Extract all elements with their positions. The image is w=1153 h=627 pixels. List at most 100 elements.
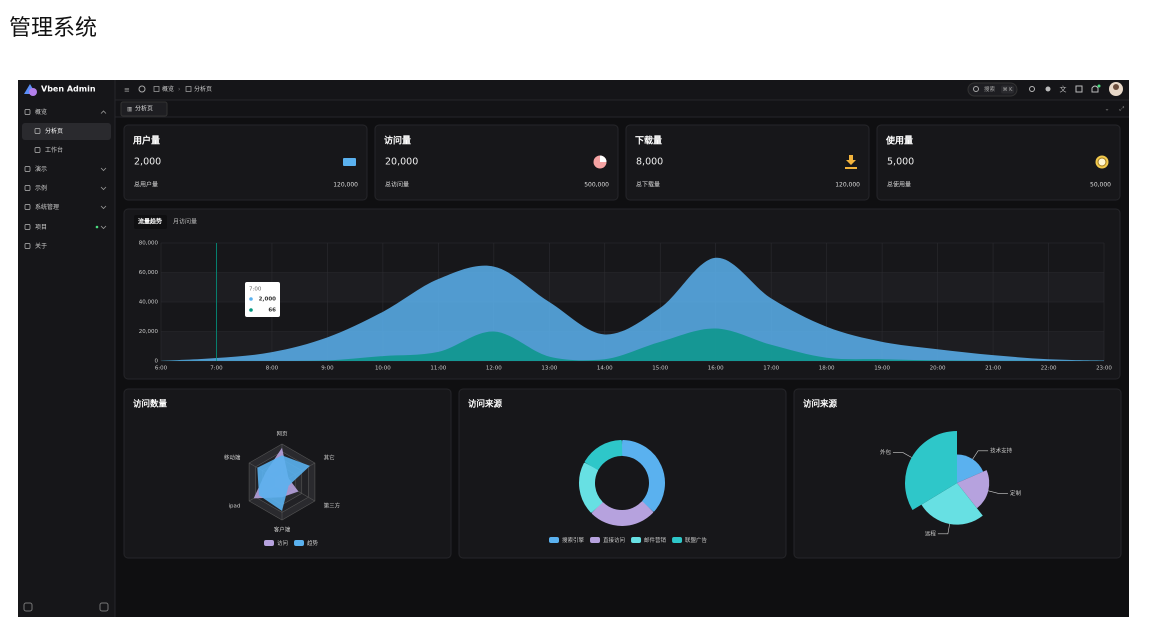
legend-label[interactable]: 搜索引擎 xyxy=(562,536,585,544)
radar-indicator: ipad xyxy=(229,504,241,510)
donut-slice xyxy=(591,501,654,526)
x-tick-label: 15:00 xyxy=(652,366,668,372)
logo-icon xyxy=(29,88,37,96)
x-tick-label: 11:00 xyxy=(430,366,446,372)
search-text: 搜索 xyxy=(984,85,996,93)
radar-series xyxy=(257,455,310,511)
theme-icon[interactable] xyxy=(1045,86,1051,92)
card-title: 下载量 xyxy=(635,135,662,147)
legend-label[interactable]: 直接访问 xyxy=(603,536,625,544)
chart-tab-active xyxy=(134,215,167,229)
card-footer: 总使用量 xyxy=(887,181,911,189)
slice-label: 远程 xyxy=(925,529,937,537)
card-total: 120,000 xyxy=(835,182,860,189)
x-tick-label: 9:00 xyxy=(321,366,334,372)
x-tick-label: 8:00 xyxy=(266,366,279,372)
slice-label: 定制 xyxy=(1010,489,1022,497)
card-footer: 总访问量 xyxy=(385,181,409,189)
card-icon xyxy=(600,155,607,162)
menu-icon xyxy=(34,128,41,134)
menu-item[interactable]: 关于 xyxy=(35,242,47,250)
settings-icon[interactable] xyxy=(1029,86,1035,92)
menu-item[interactable]: 演示 xyxy=(35,165,47,173)
fullscreen-icon[interactable] xyxy=(1075,85,1083,93)
x-tick-label: 17:00 xyxy=(763,366,779,372)
tab-more[interactable]: ⌄ xyxy=(1104,106,1109,113)
area-series xyxy=(161,328,1104,361)
menu-item[interactable]: 示例 xyxy=(35,184,47,192)
tab-max[interactable]: ⤢ xyxy=(1120,106,1125,113)
pin-button[interactable] xyxy=(99,602,109,612)
tab-icon: ▥ xyxy=(127,107,132,113)
tooltip-dot xyxy=(249,297,253,301)
menu-icon xyxy=(24,243,31,249)
menu-toggle[interactable]: ≡ xyxy=(124,86,130,94)
legend-swatch xyxy=(631,537,642,543)
logo-text: Vben Admin xyxy=(41,85,96,94)
crumb-icon xyxy=(153,86,160,92)
slice-label: 外包 xyxy=(880,448,892,456)
legend-swatch xyxy=(672,537,683,543)
x-tick-label: 16:00 xyxy=(708,366,724,372)
breadcrumb[interactable]: 概览 xyxy=(162,85,174,93)
legend-label[interactable]: 邮件营销 xyxy=(644,536,667,544)
card-value: 8,000 xyxy=(636,157,663,168)
card-title: 访问来源 xyxy=(468,399,503,410)
tooltip-value: 66 xyxy=(268,308,276,314)
tooltip-title: 7:00 xyxy=(249,287,262,293)
card-total: 500,000 xyxy=(584,182,609,189)
x-tick-label: 20:00 xyxy=(930,366,946,372)
donut-slice xyxy=(621,440,665,512)
tab[interactable] xyxy=(120,101,168,117)
page-title: 管理系统 xyxy=(9,16,97,41)
card-value: 20,000 xyxy=(385,157,418,168)
card-footer: 总用户量 xyxy=(134,181,158,189)
header xyxy=(115,80,1129,100)
menu-item[interactable]: 系统管理 xyxy=(35,203,59,211)
crumb-sep: › xyxy=(178,86,180,93)
x-tick-label: 6:00 xyxy=(155,366,168,372)
menu-chevron xyxy=(100,186,107,191)
language-icon[interactable]: 文 xyxy=(1060,85,1067,94)
legend-label[interactable]: 趋势 xyxy=(307,539,319,547)
notice-icon[interactable] xyxy=(1091,85,1099,93)
radar-indicator: 网页 xyxy=(276,431,288,438)
card-footer: 总下载量 xyxy=(636,181,660,189)
legend-swatch xyxy=(264,540,274,546)
card-title: 使用量 xyxy=(885,135,913,147)
x-tick-label: 12:00 xyxy=(486,366,502,372)
legend-label[interactable]: 访问 xyxy=(277,539,288,547)
chart-tab[interactable]: 流量趋势 xyxy=(138,218,162,226)
menu-item[interactable]: 分析页 xyxy=(45,127,63,135)
x-tick-label: 18:00 xyxy=(819,366,835,372)
menu-chevron xyxy=(100,205,107,210)
radar-indicator: 其它 xyxy=(324,454,335,462)
card-value: 2,000 xyxy=(134,157,161,168)
breadcrumb[interactable]: 分析页 xyxy=(194,85,212,93)
menu-item[interactable]: 工作台 xyxy=(45,146,63,154)
legend-label[interactable]: 联盟广告 xyxy=(685,536,708,544)
menu-badge xyxy=(95,225,99,229)
legend-swatch xyxy=(590,537,601,543)
rose-slice xyxy=(905,431,957,511)
menu-icon xyxy=(24,204,31,210)
tab-label[interactable]: 分析页 xyxy=(135,105,153,113)
y-tick-label: 40,000 xyxy=(139,300,159,306)
tooltip-value: 2,000 xyxy=(259,297,277,303)
rose-slice xyxy=(921,483,983,525)
card-title: 用户量 xyxy=(132,135,160,147)
collapse-button[interactable] xyxy=(23,602,33,612)
chart-tab[interactable]: 月访问量 xyxy=(173,218,197,226)
card-value: 5,000 xyxy=(887,157,914,168)
menu-item[interactable]: 项目 xyxy=(35,224,47,231)
refresh-icon[interactable] xyxy=(138,85,146,93)
card-title: 访问来源 xyxy=(803,399,838,410)
sidebar xyxy=(18,80,115,617)
menu-chevron xyxy=(100,167,107,172)
menu-item[interactable]: 概览 xyxy=(35,108,47,116)
card-total: 50,000 xyxy=(1090,182,1111,189)
menu-icon xyxy=(24,109,31,115)
rose-slice xyxy=(957,470,990,509)
legend-swatch xyxy=(549,537,559,543)
